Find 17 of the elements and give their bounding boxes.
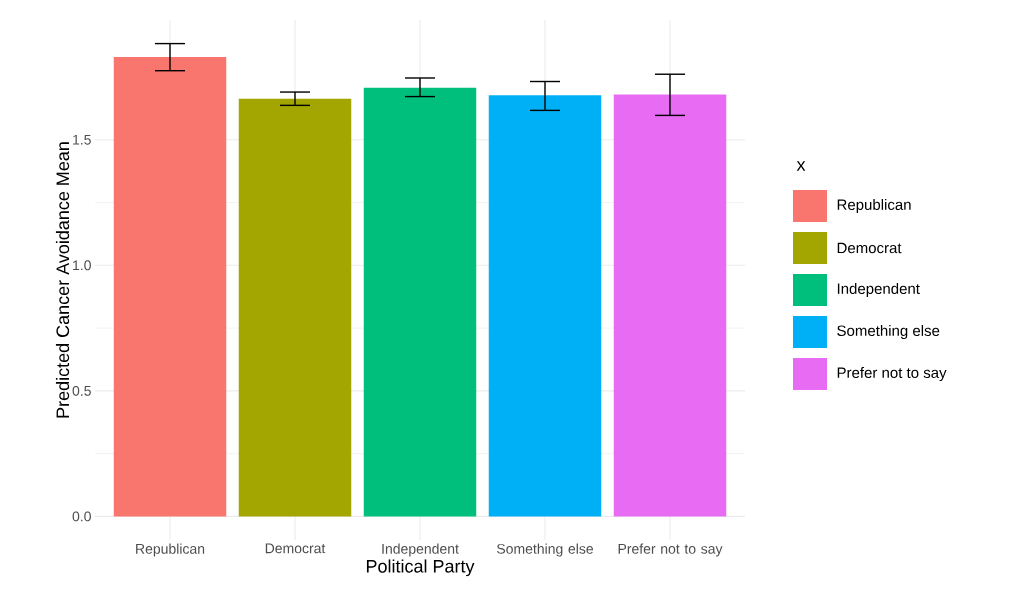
y-tick-label: 1.5 <box>73 134 91 145</box>
x-tick-label: Democrat <box>265 543 326 554</box>
y-tick-label: 1.0 <box>73 260 91 271</box>
x-tick-label: Independent <box>382 543 459 557</box>
legend-label: Republican <box>837 199 911 213</box>
legend-label: Democrat <box>837 242 902 254</box>
x-tick-label: Prefer not to say <box>618 543 723 557</box>
legend-label: Prefer not to say <box>837 367 947 381</box>
legend-label: Independent <box>837 283 920 297</box>
legend-title: x <box>796 161 806 171</box>
x-tick-label: Something else <box>497 543 593 557</box>
legend-label: Something else <box>837 325 940 339</box>
x-axis-title: Political Party <box>366 559 475 577</box>
y-axis-title: Predicted Cancer Avoidance Mean <box>55 142 70 418</box>
x-tick-label: Republican <box>136 543 205 557</box>
y-tick-label: 0.0 <box>72 511 91 522</box>
y-tick-label: 0.5 <box>72 385 91 396</box>
